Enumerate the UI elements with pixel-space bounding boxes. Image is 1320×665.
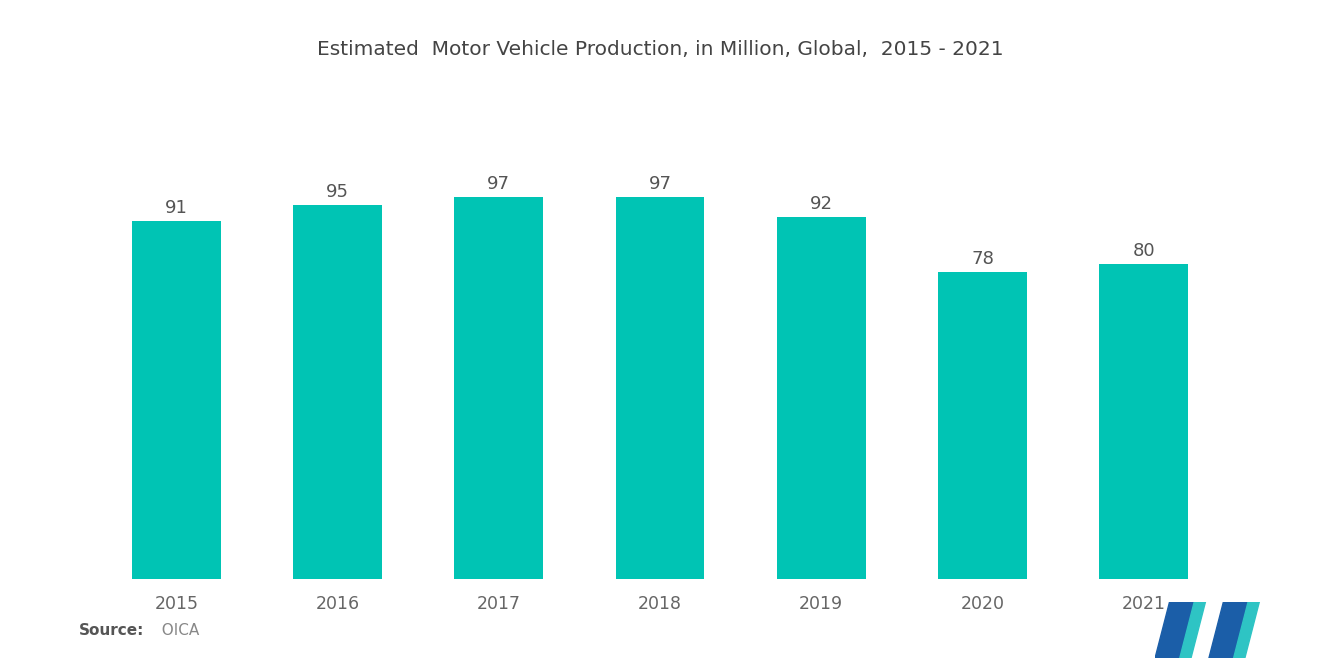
Text: 97: 97 (487, 175, 511, 194)
Text: 91: 91 (165, 199, 187, 217)
Polygon shape (1180, 602, 1205, 658)
Text: 97: 97 (648, 175, 672, 194)
Bar (615, 197, 705, 579)
Text: Estimated  Motor Vehicle Production, in Million, Global,  2015 - 2021: Estimated Motor Vehicle Production, in M… (317, 40, 1003, 59)
Bar (454, 197, 543, 579)
Text: 95: 95 (326, 183, 348, 201)
Text: 92: 92 (809, 195, 833, 213)
Bar (1100, 264, 1188, 579)
Polygon shape (1155, 602, 1195, 658)
Text: 78: 78 (972, 250, 994, 268)
Polygon shape (1209, 602, 1249, 658)
Text: Source:: Source: (79, 623, 145, 638)
Bar (777, 217, 866, 579)
Text: OICA: OICA (152, 623, 199, 638)
Bar (293, 205, 381, 579)
Text: 80: 80 (1133, 242, 1155, 260)
Bar (132, 221, 220, 579)
Polygon shape (1233, 602, 1259, 658)
Bar (939, 272, 1027, 579)
